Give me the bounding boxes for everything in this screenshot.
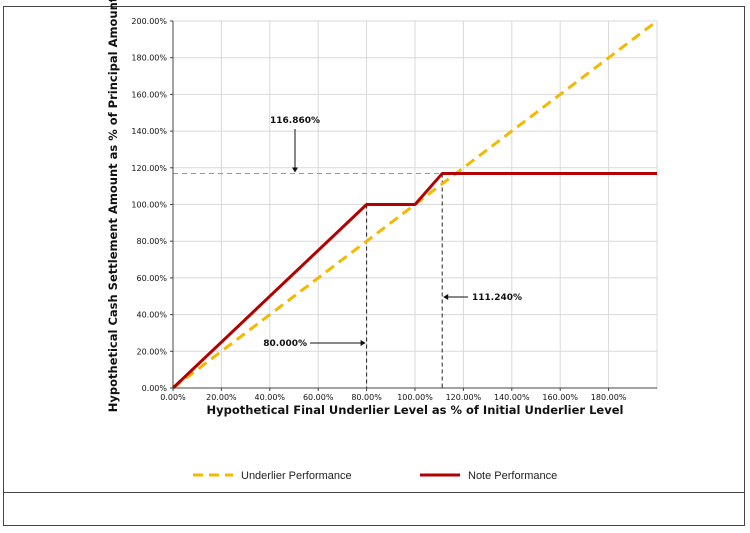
annotations: 116.860% 111.240% 80.000% [263, 116, 522, 349]
footer-band [3, 492, 745, 526]
y-tick-label: 180.00% [131, 54, 167, 63]
y-tick-label: 0.00% [142, 384, 168, 393]
x-tick-label: 180.00% [591, 393, 627, 402]
x-tick-label: 100.00% [397, 393, 433, 402]
y-axis-title: Hypothetical Cash Settlement Amount as %… [106, 0, 120, 412]
x-tick-label: 140.00% [494, 393, 530, 402]
underlier-performance-line [172, 19, 658, 390]
cap-arrowhead [292, 167, 298, 173]
buffer-arrowhead [360, 340, 366, 346]
y-tick-label: 160.00% [131, 90, 167, 99]
x-tick-label: 60.00% [303, 393, 334, 402]
y-tick-label: 120.00% [131, 164, 167, 173]
x-tick-label: 0.00% [160, 393, 186, 402]
series-layer [171, 19, 658, 390]
annotation-guides [173, 173, 657, 388]
legend-underlier-label: Underlier Performance [241, 470, 352, 482]
note-performance-line [171, 172, 657, 390]
x-tick-label: 80.00% [351, 393, 382, 402]
legend: Underlier Performance Note Performance [193, 470, 557, 482]
y-tick-label: 80.00% [136, 237, 167, 246]
y-tick-label: 200.00% [131, 17, 167, 26]
buffer-annotation-label: 80.000% [263, 339, 307, 349]
y-tick-label: 140.00% [131, 127, 167, 136]
x-axis-title: Hypothetical Final Underlier Level as % … [207, 403, 624, 417]
chart-frame [3, 6, 745, 526]
x-tick-label: 160.00% [542, 393, 578, 402]
x-tick-label: 120.00% [446, 393, 482, 402]
legend-note-label: Note Performance [468, 470, 557, 482]
y-tick-label: 40.00% [136, 311, 167, 320]
x-tick-label: 40.00% [255, 393, 286, 402]
y-tick-label: 100.00% [131, 201, 167, 210]
knee-annotation-label: 111.240% [472, 293, 522, 303]
cap-annotation-label: 116.860% [270, 116, 320, 126]
y-tick-labels: 0.00% 20.00% 40.00% 60.00% 80.00% 100.00% 120.… [131, 17, 173, 393]
x-tick-labels: 0.00% 20.00% 40.00% 60.00% 80.00% 100.00% 120.… [160, 388, 627, 402]
x-tick-label: 20.00% [206, 393, 237, 402]
y-tick-label: 20.00% [136, 347, 167, 356]
y-tick-label: 60.00% [136, 274, 167, 283]
knee-arrowhead [443, 294, 449, 300]
